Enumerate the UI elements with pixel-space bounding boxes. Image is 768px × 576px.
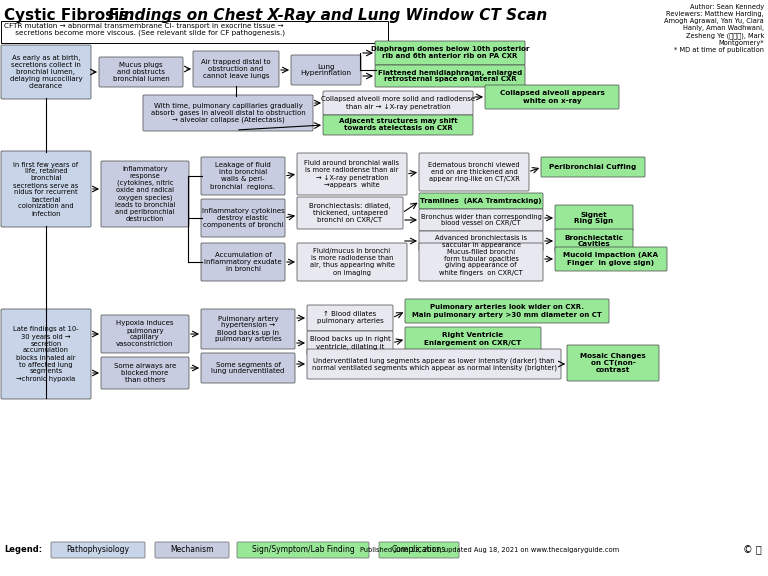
Text: Blood backs up in right
ventricle, dilating it: Blood backs up in right ventricle, dilat… xyxy=(310,336,390,350)
FancyBboxPatch shape xyxy=(201,353,295,383)
Text: Leakage of fluid
into bronchial
walls & peri-
bronchial  regions.: Leakage of fluid into bronchial walls & … xyxy=(210,162,276,190)
Text: Adjacent structures may shift
towards atelectasis on CXR: Adjacent structures may shift towards at… xyxy=(339,119,457,131)
Text: Sign/Symptom/Lab Finding: Sign/Symptom/Lab Finding xyxy=(252,545,354,555)
FancyBboxPatch shape xyxy=(419,209,543,231)
Text: Cystic Fibrosis:: Cystic Fibrosis: xyxy=(4,8,140,23)
FancyBboxPatch shape xyxy=(419,231,543,251)
FancyBboxPatch shape xyxy=(307,349,561,379)
Text: Pulmonary artery
hypertension →
Blood backs up in
pulmonary arteries: Pulmonary artery hypertension → Blood ba… xyxy=(214,316,281,343)
Text: Diaphragm domes below 10th posterior
rib and 6th anterior rib on PA CXR: Diaphragm domes below 10th posterior rib… xyxy=(371,47,529,59)
FancyBboxPatch shape xyxy=(297,153,407,195)
Text: With time, pulmonary capillaries gradually
absorb  gases in alveoli distal to ob: With time, pulmonary capillaries gradual… xyxy=(151,103,306,123)
Text: © 🄯: © 🄯 xyxy=(743,545,761,555)
FancyBboxPatch shape xyxy=(375,65,525,87)
Text: Right Ventricle
Enlargement on CXR/CT: Right Ventricle Enlargement on CXR/CT xyxy=(425,332,521,346)
Text: Published June 13, 2013, updated Aug 18, 2021 on www.thecalgaryguide.com: Published June 13, 2013, updated Aug 18,… xyxy=(360,547,620,553)
Text: Inflammatory
response
(cytokines, nitric
oxide and radical
oxygen species)
leads: Inflammatory response (cytokines, nitric… xyxy=(114,166,175,222)
Text: Pathophysiology: Pathophysiology xyxy=(67,545,130,555)
FancyBboxPatch shape xyxy=(99,57,183,87)
FancyBboxPatch shape xyxy=(101,357,189,389)
Text: Findings on Chest X-Ray and Lung Window CT Scan: Findings on Chest X-Ray and Lung Window … xyxy=(108,8,548,23)
Text: Mosaic Changes
on CT(non-
contrast: Mosaic Changes on CT(non- contrast xyxy=(580,353,646,373)
FancyBboxPatch shape xyxy=(101,161,189,227)
Text: Underventilated lung segments appear as lower intensity (darker) than
normal ven: Underventilated lung segments appear as … xyxy=(312,357,557,371)
FancyBboxPatch shape xyxy=(419,243,543,281)
Text: Fluid around bronchial walls
is more radiodense than air
→ ↓X-ray penetration
→a: Fluid around bronchial walls is more rad… xyxy=(304,161,399,188)
FancyBboxPatch shape xyxy=(201,157,285,195)
Text: Some segments of
lung underventilated: Some segments of lung underventilated xyxy=(211,362,285,374)
Text: In first few years of
life, retained
bronchial
secretions serve as
nidus for rec: In first few years of life, retained bro… xyxy=(13,161,78,217)
Text: Author: Sean Kennedy
Reviewers: Matthew Harding,
Amogh Agrawal, Yan Yu, Ciara
Ha: Author: Sean Kennedy Reviewers: Matthew … xyxy=(664,4,764,52)
FancyBboxPatch shape xyxy=(201,199,285,237)
Text: Collapsed alveoli more solid and radiodense
than air → ↓X-ray penetration: Collapsed alveoli more solid and radiode… xyxy=(321,96,475,109)
Text: Mucus-filled bronchi
form tubular opacities
giving appearance of
white fingers  : Mucus-filled bronchi form tubular opacit… xyxy=(439,248,523,275)
Text: Legend:: Legend: xyxy=(4,545,42,555)
FancyBboxPatch shape xyxy=(555,247,667,271)
Text: Accumulation of
inflammatory exudate
in bronchi: Accumulation of inflammatory exudate in … xyxy=(204,252,282,272)
Text: Air trapped distal to
obstruction and
cannot leave lungs: Air trapped distal to obstruction and ca… xyxy=(201,59,271,79)
FancyBboxPatch shape xyxy=(143,95,313,131)
FancyBboxPatch shape xyxy=(297,197,403,229)
FancyBboxPatch shape xyxy=(193,51,279,87)
Text: CFTR mutation → abnormal transmembrane Cl- transport in exocrine tissue →
     s: CFTR mutation → abnormal transmembrane C… xyxy=(4,23,285,36)
FancyBboxPatch shape xyxy=(323,91,473,115)
Text: Edematous bronchi viewed
end on are thickened and
appear ring-like on CT/CXR: Edematous bronchi viewed end on are thic… xyxy=(429,162,520,182)
Text: As early as at birth,
secretions collect in
bronchial lumen,
delaying mucociliar: As early as at birth, secretions collect… xyxy=(10,55,82,89)
FancyBboxPatch shape xyxy=(101,315,189,353)
Text: ↑ Blood dilates
pulmonary arteries: ↑ Blood dilates pulmonary arteries xyxy=(316,312,383,324)
Text: Lung
Hyperinflation: Lung Hyperinflation xyxy=(300,63,352,77)
FancyBboxPatch shape xyxy=(405,299,609,323)
FancyBboxPatch shape xyxy=(419,153,529,191)
FancyBboxPatch shape xyxy=(155,542,229,558)
FancyBboxPatch shape xyxy=(307,305,393,331)
Text: Hypoxia induces
pulmonary
capillary
vasoconstriction: Hypoxia induces pulmonary capillary vaso… xyxy=(116,320,174,347)
FancyBboxPatch shape xyxy=(419,193,543,209)
FancyBboxPatch shape xyxy=(375,41,525,65)
Text: Signet
Ring Sign: Signet Ring Sign xyxy=(574,211,614,225)
FancyBboxPatch shape xyxy=(555,229,633,253)
FancyBboxPatch shape xyxy=(323,115,473,135)
Text: Mucus plugs
and obstructs
bronchial lumen: Mucus plugs and obstructs bronchial lume… xyxy=(113,62,170,82)
Text: Flattened hemidiaphragm, enlarged
retrosternal space on lateral CXR: Flattened hemidiaphragm, enlarged retros… xyxy=(378,70,522,82)
FancyBboxPatch shape xyxy=(567,345,659,381)
Text: Pulmonary arteries look wider on CXR.
Main pulmonary artery >30 mm diameter on C: Pulmonary arteries look wider on CXR. Ma… xyxy=(412,305,602,317)
FancyBboxPatch shape xyxy=(201,243,285,281)
FancyBboxPatch shape xyxy=(379,542,459,558)
Text: Tramlines  (AKA Tramtracking): Tramlines (AKA Tramtracking) xyxy=(420,198,541,204)
Text: Bronchiectatic
Cavities: Bronchiectatic Cavities xyxy=(564,234,624,248)
Text: Bronchus wider than corresponding
blood vessel on CXR/CT: Bronchus wider than corresponding blood … xyxy=(421,214,541,226)
Text: Collapsed alveoli appears
white on x-ray: Collapsed alveoli appears white on x-ray xyxy=(499,90,604,104)
FancyBboxPatch shape xyxy=(485,85,619,109)
FancyBboxPatch shape xyxy=(1,21,388,43)
Text: Some airways are
blocked more
than others: Some airways are blocked more than other… xyxy=(114,363,176,383)
FancyBboxPatch shape xyxy=(291,55,361,85)
Text: Mechanism: Mechanism xyxy=(170,545,214,555)
Text: Inflammatory cytokines
destroy elastic
components of bronchi: Inflammatory cytokines destroy elastic c… xyxy=(202,208,284,228)
FancyBboxPatch shape xyxy=(555,205,633,231)
FancyBboxPatch shape xyxy=(405,327,541,351)
FancyBboxPatch shape xyxy=(237,542,369,558)
FancyBboxPatch shape xyxy=(1,45,91,99)
Text: Late findings at 10-
30 years old →
secretion
accumulation
blocks inhaled air
to: Late findings at 10- 30 years old → secr… xyxy=(13,327,79,381)
Text: Complications: Complications xyxy=(392,545,446,555)
Text: Fluid/mucus in bronchi
is more radiodense than
air, thus appearing white
on imag: Fluid/mucus in bronchi is more radiodens… xyxy=(310,248,395,275)
FancyBboxPatch shape xyxy=(1,309,91,399)
FancyBboxPatch shape xyxy=(51,542,145,558)
FancyBboxPatch shape xyxy=(297,243,407,281)
FancyBboxPatch shape xyxy=(307,331,393,355)
Text: Mucoid Impaction (AKA
Finger  in glove sign): Mucoid Impaction (AKA Finger in glove si… xyxy=(564,252,659,266)
Text: Bronchiectasis: dilated,
thickened, untapered
bronchi on CXR/CT: Bronchiectasis: dilated, thickened, unta… xyxy=(309,203,391,223)
FancyBboxPatch shape xyxy=(1,151,91,227)
FancyBboxPatch shape xyxy=(201,309,295,349)
Text: Peribronchial Cuffing: Peribronchial Cuffing xyxy=(549,164,637,170)
Text: Advanced bronchiectasis is
saccular in appearance: Advanced bronchiectasis is saccular in a… xyxy=(435,234,527,248)
FancyBboxPatch shape xyxy=(541,157,645,177)
